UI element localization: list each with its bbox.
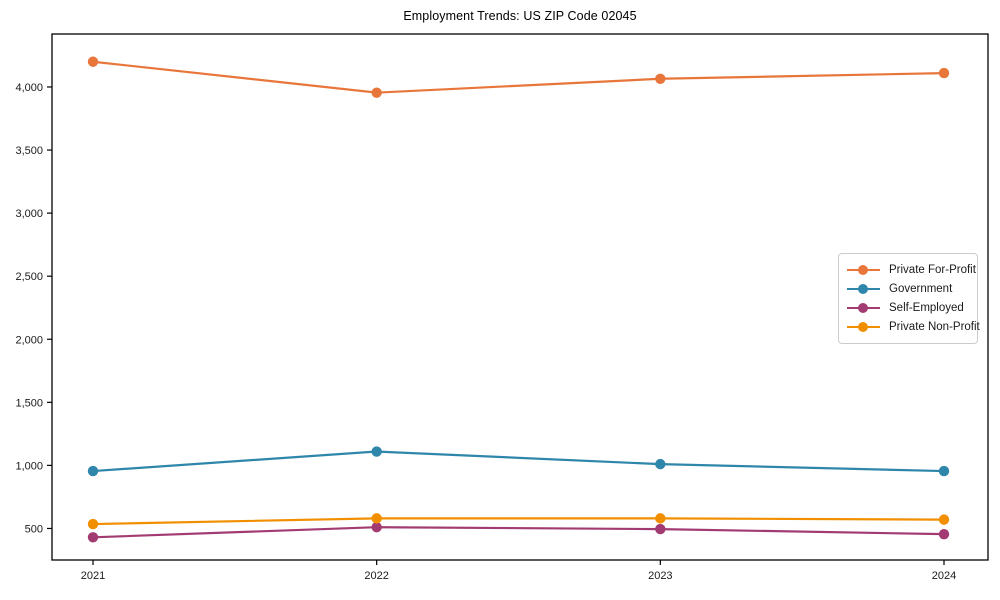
y-tick-label: 1,000 bbox=[15, 460, 43, 472]
data-point-private-for-profit-2021 bbox=[87, 56, 99, 67]
data-point-private-non-profit-2024 bbox=[938, 514, 950, 525]
legend: Private For-Profit Government Self-Employe… bbox=[838, 253, 980, 344]
data-point-self-employed-2024 bbox=[938, 528, 950, 540]
data-point-government-2024 bbox=[938, 465, 950, 477]
data-point-private-for-profit-2023 bbox=[655, 73, 666, 84]
data-point-private-for-profit-2022 bbox=[371, 87, 382, 98]
series-line-private-non-profit bbox=[91, 517, 946, 526]
x-tick-label: 2021 bbox=[81, 570, 105, 582]
data-point-private-non-profit-2023 bbox=[655, 513, 666, 524]
chart-title: Employment Trends: US ZIP Code 02045 bbox=[403, 9, 637, 23]
series-line-government bbox=[91, 450, 946, 473]
axes-spines bbox=[51, 33, 989, 561]
data-point-self-employed-2022 bbox=[371, 522, 382, 533]
y-tick-label: 500 bbox=[25, 523, 43, 535]
legend-marker-icon bbox=[847, 302, 880, 313]
x-tick-label: 2022 bbox=[364, 570, 388, 582]
legend-marker-icon bbox=[847, 321, 880, 332]
legend-marker-icon bbox=[847, 265, 880, 276]
x-tick-label: 2024 bbox=[932, 570, 956, 582]
y-tick-label: 2,000 bbox=[15, 334, 43, 346]
legend-item-self-employed: Self-Employed bbox=[847, 299, 969, 318]
legend-item-government: Government bbox=[847, 280, 969, 299]
legend-label: Self-Employed bbox=[889, 301, 964, 314]
series-line-self-employed bbox=[91, 526, 946, 539]
legend-label: Private For-Profit bbox=[889, 264, 976, 277]
data-point-private-non-profit-2021 bbox=[87, 518, 99, 530]
y-tick-label: 3,500 bbox=[15, 145, 43, 157]
data-point-self-employed-2023 bbox=[655, 523, 666, 535]
legend-marker-icon bbox=[847, 284, 880, 295]
data-point-government-2021 bbox=[87, 465, 99, 477]
data-point-private-for-profit-2024 bbox=[938, 67, 950, 79]
y-tick-label: 3,000 bbox=[15, 208, 43, 220]
series-line-private-for-profit bbox=[91, 60, 946, 94]
data-point-government-2023 bbox=[655, 458, 666, 470]
y-tick-label: 4,000 bbox=[15, 82, 43, 94]
y-tick-label: 2,500 bbox=[15, 271, 43, 283]
legend-item-private-for-profit: Private For-Profit bbox=[847, 261, 976, 280]
data-point-government-2022 bbox=[371, 446, 382, 457]
y-tick-label: 1,500 bbox=[15, 397, 43, 409]
legend-item-private-non-profit: Private Non-Profit bbox=[847, 317, 980, 336]
x-tick-label: 2023 bbox=[648, 570, 672, 582]
data-point-private-non-profit-2022 bbox=[371, 513, 382, 524]
legend-label: Private Non-Profit bbox=[889, 320, 980, 333]
legend-label: Government bbox=[889, 283, 953, 296]
data-point-self-employed-2021 bbox=[87, 532, 99, 543]
